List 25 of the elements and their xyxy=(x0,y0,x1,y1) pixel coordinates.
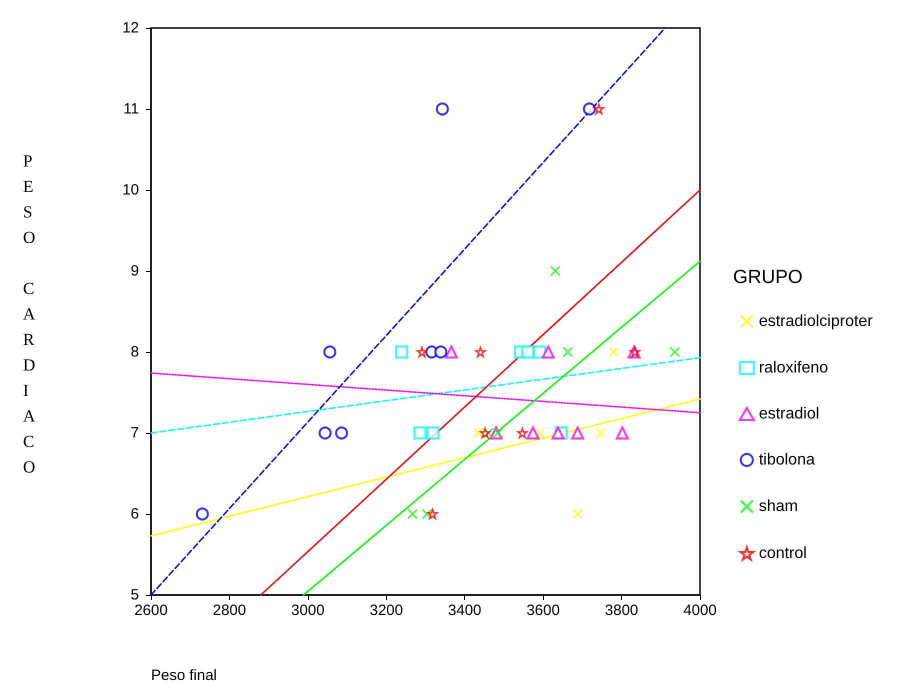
legend-label: tibolona xyxy=(758,452,815,468)
y-tick-label: 12 xyxy=(122,20,139,36)
legend-label: sham xyxy=(758,498,798,515)
legend-title: GRUPO xyxy=(733,267,803,288)
y-tick-label: 7 xyxy=(130,424,139,442)
x-tick-label: 2800 xyxy=(212,602,246,619)
x-axis-title: Peso final xyxy=(151,667,217,684)
legend-label: raloxifeno xyxy=(758,360,828,376)
x-tick-label: 3000 xyxy=(291,602,325,619)
x-tick-label: 3800 xyxy=(604,602,638,619)
x-tick-label: 3400 xyxy=(448,602,482,619)
legend-label: control xyxy=(758,545,807,562)
y-tick-label: 8 xyxy=(130,344,139,360)
legend-label: estradiolciproter xyxy=(758,313,874,330)
x-tick-label: 2600 xyxy=(134,602,168,619)
x-tick-label: 3200 xyxy=(370,602,403,619)
y-tick-label: 5 xyxy=(130,586,139,604)
x-tick-label: 4000 xyxy=(683,602,717,619)
legend-label: estradiol xyxy=(758,406,820,422)
text: PESO CARDIACO xyxy=(23,151,36,476)
x-tick-label: 3600 xyxy=(526,602,560,619)
y-tick-label: 10 xyxy=(122,182,139,198)
y-tick-label: 11 xyxy=(123,100,139,118)
y-tick-label: 9 xyxy=(130,262,139,280)
y-tick-label: 6 xyxy=(130,506,139,522)
